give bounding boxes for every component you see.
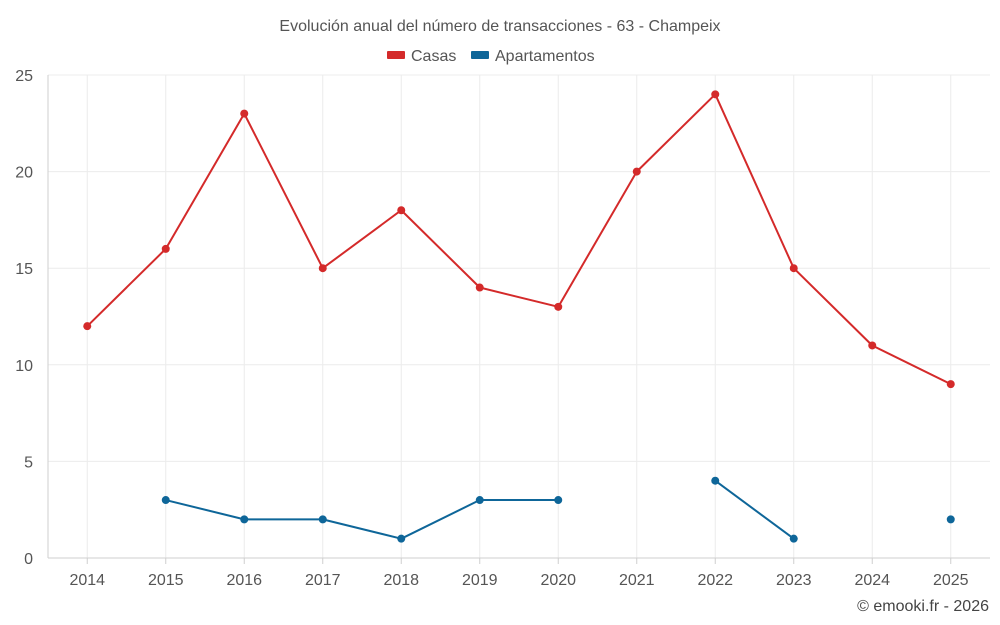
data-point-casas-2015[interactable] (161, 244, 170, 253)
data-point-apartamentos-2017[interactable] (318, 515, 327, 524)
x-tick-label-2014: 2014 (69, 572, 105, 589)
x-tick-label-2023: 2023 (776, 572, 812, 589)
x-tick-label-2020: 2020 (540, 572, 576, 589)
x-tick-label-2025: 2025 (933, 572, 969, 589)
data-point-casas-2025[interactable] (946, 380, 955, 389)
data-point-apartamentos-2016[interactable] (240, 515, 249, 524)
data-point-casas-2019[interactable] (475, 283, 484, 292)
series-casas (83, 90, 955, 389)
data-point-apartamentos-2022[interactable] (711, 476, 720, 485)
credit-text: © emooki.fr - 2026 (857, 598, 989, 615)
data-point-casas-2020[interactable] (554, 302, 563, 311)
legend-label-apartamentos: Apartamentos (495, 48, 595, 65)
x-tick-label-2015: 2015 (148, 572, 184, 589)
data-point-casas-2016[interactable] (240, 109, 249, 118)
data-point-apartamentos-2025[interactable] (946, 515, 955, 524)
series-apartamentos (161, 476, 955, 543)
data-point-casas-2014[interactable] (83, 322, 92, 331)
y-tick-label-5: 5 (24, 454, 33, 471)
data-point-apartamentos-2018[interactable] (397, 534, 406, 543)
x-tick-label-2016: 2016 (226, 572, 262, 589)
grid (48, 74, 990, 558)
legend-swatch-apartamentos (471, 51, 489, 59)
chart-title: Evolución anual del número de transaccio… (279, 18, 720, 35)
legend-swatch-casas (387, 51, 405, 59)
data-point-casas-2024[interactable] (868, 341, 877, 350)
data-point-casas-2023[interactable] (789, 264, 798, 273)
series (83, 90, 955, 543)
x-tick-label-2022: 2022 (697, 572, 733, 589)
y-tick-label-20: 20 (15, 165, 33, 182)
series-line-apartamentos-1 (714, 479, 795, 540)
data-point-casas-2018[interactable] (397, 206, 406, 215)
data-point-casas-2022[interactable] (711, 90, 720, 99)
data-point-apartamentos-2023[interactable] (789, 534, 798, 543)
x-tick-label-2024: 2024 (854, 572, 890, 589)
data-point-apartamentos-2015[interactable] (161, 496, 170, 505)
legend: Casas Apartamentos (387, 48, 595, 65)
x-tick-label-2017: 2017 (305, 572, 341, 589)
series-line-apartamentos-0 (165, 499, 559, 540)
x-tick-label-2019: 2019 (462, 572, 498, 589)
series-line-casas-0 (86, 93, 952, 386)
data-point-casas-2017[interactable] (318, 264, 327, 273)
y-tick-label-15: 15 (15, 261, 33, 278)
y-tick-label-10: 10 (15, 358, 33, 375)
y-tick-label-0: 0 (24, 551, 33, 568)
x-tick-label-2021: 2021 (619, 572, 655, 589)
legend-label-casas: Casas (411, 48, 456, 65)
x-tick-label-2018: 2018 (383, 572, 419, 589)
data-point-apartamentos-2020[interactable] (554, 496, 563, 505)
data-point-casas-2021[interactable] (632, 167, 641, 176)
y-tick-label-25: 25 (15, 68, 33, 85)
data-point-apartamentos-2019[interactable] (475, 496, 484, 505)
